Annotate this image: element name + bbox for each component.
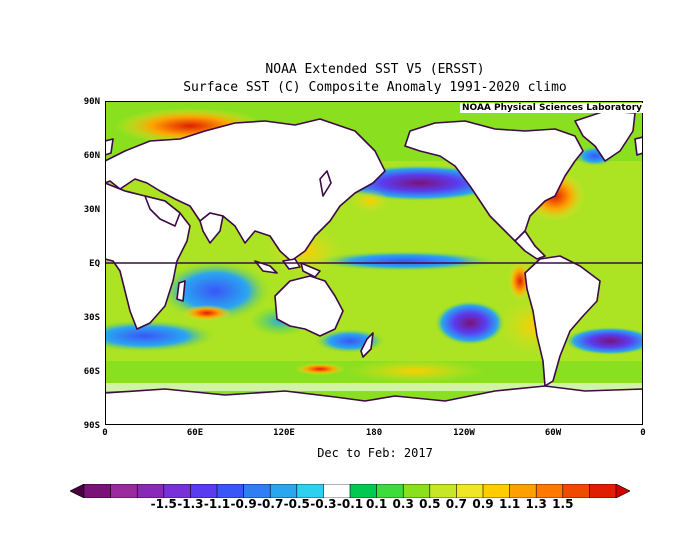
cold-anomaly-south-pacific — [435, 301, 505, 345]
lat-label: 60S — [83, 367, 100, 377]
colorbar-segment — [190, 484, 218, 498]
colorbar-label: -0.5 — [283, 497, 310, 511]
colorbar-segment — [83, 484, 112, 498]
colorbar-segment — [482, 484, 511, 498]
map-title: NOAA Extended SST V5 (ERSST) — [265, 62, 485, 77]
colorbar-segment — [589, 484, 617, 498]
land-north-america — [404, 120, 584, 242]
colorbar-label: -1.1 — [203, 497, 231, 511]
colorbar-segment — [402, 484, 431, 498]
colorbar-segment — [376, 484, 405, 498]
cold-anomaly-south-atlantic — [565, 327, 655, 355]
cold-anomaly-equatorial-pacific — [315, 251, 495, 271]
lon-label: 0 — [640, 428, 646, 438]
colorbar-segment — [429, 484, 458, 498]
colorbar — [70, 484, 630, 498]
lat-label: 60N — [83, 151, 100, 161]
colorbar-label: 0.9 — [472, 497, 494, 511]
credit-label: NOAA Physical Sciences Laboratory — [460, 103, 645, 113]
lon-label: 120W — [453, 428, 475, 438]
colorbar-segment — [163, 484, 192, 498]
colorbar-label: 0.1 — [365, 497, 388, 511]
colorbar-segment — [269, 484, 298, 498]
land-australia — [274, 275, 344, 337]
colorbar-segment — [136, 484, 165, 498]
colorbar-label: -1.3 — [177, 497, 204, 511]
lon-label: 60W — [544, 428, 562, 438]
map-canvas — [75, 101, 655, 426]
colorbar-label: 1.5 — [552, 497, 574, 511]
period-label: Dec to Feb: 2017 — [317, 446, 433, 460]
lon-label: 0 — [102, 428, 108, 438]
colorbar-segment — [562, 484, 591, 498]
colorbar-label: 0.7 — [445, 497, 468, 511]
lat-label: 30N — [83, 205, 100, 215]
continents — [104, 110, 644, 426]
lon-label: 180 — [365, 428, 383, 438]
colorbar-segment — [509, 484, 538, 498]
colorbar-segment — [70, 484, 85, 498]
colorbar-label: -0.9 — [230, 497, 257, 511]
cold-anomaly-indian-ocean — [160, 261, 270, 321]
land-eurasia — [104, 118, 386, 262]
lat-label: 90S — [83, 421, 100, 431]
land-south-america — [524, 255, 601, 387]
colorbar-label: -0.7 — [257, 497, 284, 511]
lon-label: 60E — [186, 428, 204, 438]
colorbar-label: 0.3 — [392, 497, 414, 511]
sst-anomaly-map — [75, 101, 655, 426]
colorbar-label: -0.3 — [310, 497, 337, 511]
colorbar-label: 0.5 — [419, 497, 441, 511]
colorbar-segment — [349, 484, 378, 498]
colorbar-label: 1.3 — [525, 497, 547, 511]
colorbar-segment — [323, 484, 351, 498]
colorbar-segment — [456, 484, 484, 498]
map-subtitle: Surface SST (C) Composite Anomaly 1991-2… — [183, 80, 567, 95]
colorbar-label: -1.5 — [150, 497, 177, 511]
lat-label: EQ — [89, 259, 100, 269]
colorbar-segment — [535, 484, 564, 498]
colorbar-segment — [296, 484, 325, 498]
colorbar-segment — [216, 484, 245, 498]
colorbar-segment — [615, 484, 630, 498]
lon-label: 120E — [273, 428, 295, 438]
lat-label: 30S — [83, 313, 100, 323]
colorbar-segment — [110, 484, 138, 498]
lat-label: 90N — [83, 97, 100, 107]
colorbar-segment — [243, 484, 272, 498]
colorbar-label: 1.1 — [498, 497, 521, 511]
colorbar-label: -0.1 — [336, 497, 364, 511]
map-frame — [105, 101, 643, 425]
